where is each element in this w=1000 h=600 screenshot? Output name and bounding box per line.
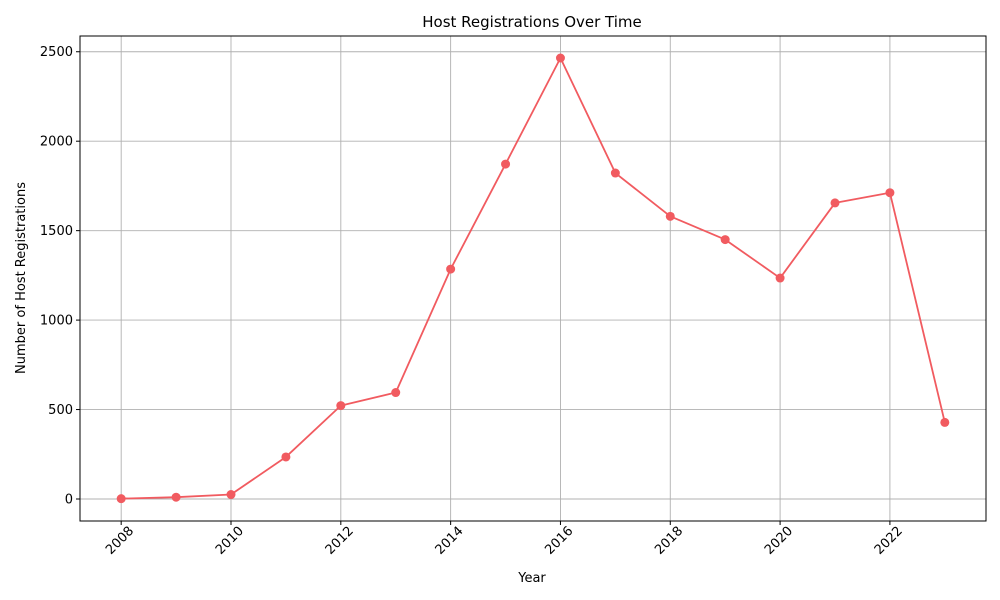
axes-frame xyxy=(79,35,987,522)
y-tick-label: 1500 xyxy=(40,224,73,239)
series-layer xyxy=(116,53,950,504)
chart-title: Host Registrations Over Time xyxy=(422,13,642,31)
series-line xyxy=(121,57,946,500)
x-tick-label: 2012 xyxy=(323,524,357,558)
plot-frame xyxy=(79,35,987,522)
y-tick-label: 0 xyxy=(65,492,73,507)
data-point xyxy=(610,168,620,178)
data-point xyxy=(116,494,126,504)
y-tick-label: 2000 xyxy=(40,135,73,150)
x-tick-label: 2016 xyxy=(542,524,576,558)
data-point xyxy=(830,198,840,208)
y-axis-label: Number of Host Registrations xyxy=(14,182,29,374)
x-tick-label: 2008 xyxy=(103,524,137,558)
data-point xyxy=(665,211,675,221)
data-point xyxy=(226,490,236,500)
x-axis-label: Year xyxy=(517,571,546,586)
data-point xyxy=(555,53,565,63)
y-tick-label: 1000 xyxy=(40,314,73,329)
data-point xyxy=(940,417,950,427)
data-point xyxy=(501,159,511,169)
data-point xyxy=(171,492,181,502)
axis-ticks: 2008 2010 2012 2014 2016 2018 2020 2022 0 500 1000… xyxy=(40,45,906,558)
data-point xyxy=(336,401,346,411)
data-point xyxy=(885,188,895,198)
x-tick-label: 2020 xyxy=(762,524,796,558)
data-point xyxy=(775,273,785,283)
x-tick-label: 2010 xyxy=(213,524,247,558)
y-tick-label: 2500 xyxy=(40,45,73,60)
grid-lines xyxy=(80,36,986,521)
data-point xyxy=(391,388,401,398)
data-point xyxy=(446,264,456,274)
x-tick-label: 2018 xyxy=(652,524,686,558)
x-tick-label: 2022 xyxy=(872,524,906,558)
x-tick-label: 2014 xyxy=(433,524,467,558)
data-point xyxy=(281,452,291,462)
y-tick-label: 500 xyxy=(48,403,73,418)
data-point xyxy=(720,235,730,245)
